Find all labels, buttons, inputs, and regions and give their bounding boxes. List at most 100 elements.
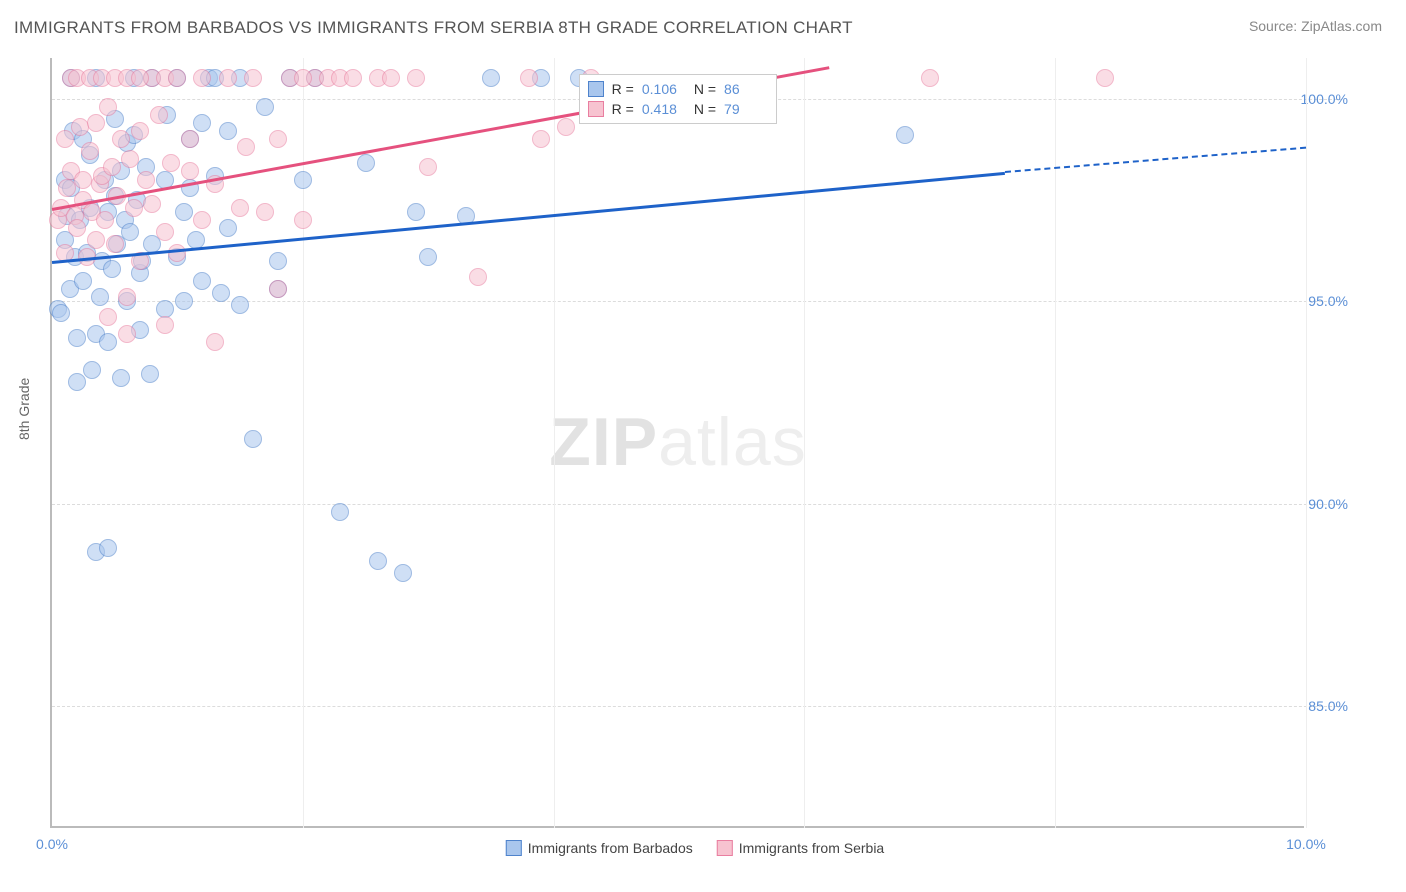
stats-n-label: N = [694,81,716,97]
scatter-point [68,329,86,347]
scatter-point [193,69,211,87]
scatter-point [212,284,230,302]
scatter-point [357,154,375,172]
scatter-point [193,114,211,132]
scatter-point [469,268,487,286]
scatter-point [137,171,155,189]
scatter-point [294,211,312,229]
scatter-point [68,219,86,237]
scatter-point [344,69,362,87]
scatter-point [91,288,109,306]
scatter-point [269,130,287,148]
legend-item: Immigrants from Barbados [506,840,693,856]
stats-r-value: 0.418 [642,101,686,117]
scatter-point [256,98,274,116]
scatter-point [74,272,92,290]
stats-row: R =0.418N =79 [588,99,768,119]
scatter-point [181,162,199,180]
scatter-point [52,304,70,322]
watermark: ZIPatlas [549,403,806,481]
scatter-point [394,564,412,582]
scatter-point [219,219,237,237]
scatter-point [532,130,550,148]
stats-swatch [588,101,604,117]
legend-bottom: Immigrants from Barbados Immigrants from … [506,840,884,856]
chart-area: ZIPatlas 85.0%90.0%95.0%100.0%0.0%10.0%R… [50,58,1340,828]
scatter-point [294,171,312,189]
scatter-point [121,150,139,168]
scatter-point [106,235,124,253]
legend-item: Immigrants from Serbia [717,840,884,856]
scatter-point [369,552,387,570]
legend-swatch [506,840,522,856]
scatter-point [419,248,437,266]
y-tick-label: 85.0% [1268,698,1348,714]
scatter-point [407,69,425,87]
y-tick-label: 95.0% [1268,293,1348,309]
watermark-bold: ZIP [549,404,658,480]
scatter-point [56,130,74,148]
chart-title: IMMIGRANTS FROM BARBADOS VS IMMIGRANTS F… [14,18,853,38]
scatter-point [219,122,237,140]
legend-label: Immigrants from Barbados [528,840,693,856]
scatter-point [71,118,89,136]
scatter-point [83,361,101,379]
scatter-point [96,211,114,229]
scatter-point [99,308,117,326]
x-gridline [554,58,555,828]
scatter-point [256,203,274,221]
scatter-point [557,118,575,136]
stats-row: R = 0.106 N = 86 [588,79,768,99]
scatter-point [244,69,262,87]
scatter-point [68,373,86,391]
scatter-point [131,69,149,87]
scatter-point [99,333,117,351]
stats-r-label: R = [612,101,634,117]
scatter-point [181,130,199,148]
stats-r-value: 0.106 [642,81,686,97]
scatter-point [237,138,255,156]
source-label: Source: ZipAtlas.com [1249,18,1382,34]
y-gridline [52,706,1342,707]
scatter-point [1096,69,1114,87]
scatter-point [103,158,121,176]
x-tick-label: 10.0% [1286,836,1326,852]
scatter-point [407,203,425,221]
scatter-point [896,126,914,144]
scatter-point [81,142,99,160]
y-gridline [52,504,1342,505]
scatter-point [168,69,186,87]
plot-region: ZIPatlas 85.0%90.0%95.0%100.0%0.0%10.0%R… [50,58,1304,828]
stats-box: R =0.106N =86R =0.418N =79 [579,74,777,124]
scatter-point [193,211,211,229]
scatter-point [244,430,262,448]
y-axis-label: 8th Grade [16,378,32,440]
scatter-point [99,539,117,557]
scatter-point [87,231,105,249]
stats-swatch [588,81,604,97]
scatter-point [269,280,287,298]
scatter-point [231,199,249,217]
x-gridline [1055,58,1056,828]
scatter-point [162,154,180,172]
scatter-point [112,130,130,148]
scatter-point [156,316,174,334]
scatter-point [921,69,939,87]
scatter-point [103,260,121,278]
scatter-point [269,252,287,270]
scatter-point [520,69,538,87]
stats-r-label: R = [612,81,634,97]
x-tick-label: 0.0% [36,836,68,852]
scatter-point [141,365,159,383]
trend-line [1005,147,1306,173]
scatter-point [112,369,130,387]
scatter-point [156,223,174,241]
stats-n-value: 86 [724,81,768,97]
scatter-point [87,114,105,132]
y-tick-label: 90.0% [1268,496,1348,512]
scatter-point [121,223,139,241]
stats-n-label: N = [694,101,716,117]
scatter-point [482,69,500,87]
scatter-point [143,195,161,213]
scatter-point [231,296,249,314]
